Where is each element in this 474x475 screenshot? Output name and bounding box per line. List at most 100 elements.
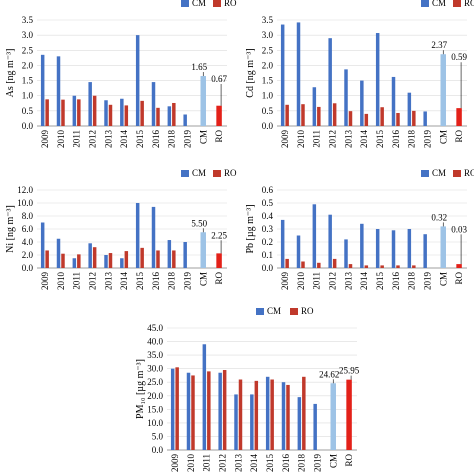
ni-bar-cm <box>151 206 156 268</box>
as-xtick-label: 2018 <box>167 130 177 149</box>
pb-legend-label-ro: RO <box>464 168 474 178</box>
as-legend-label-ro: RO <box>224 0 237 8</box>
cd-bar-ro <box>285 104 289 126</box>
ni-xtick-label: 2012 <box>87 272 97 290</box>
pm10-bar-cm <box>265 376 270 450</box>
cd-xtick-label: 2012 <box>327 130 337 148</box>
cd-bar-ro <box>380 107 384 126</box>
as-legend-label-cm: CM <box>192 0 206 8</box>
chart-ni: 0.0 2.0 4.0 6.0 8.0 10.0 12.0Ni [ng m⁻³] 2009 20… <box>5 168 237 290</box>
ni-ytick-label: 4.0 <box>22 237 34 247</box>
pm10-bar-ro <box>222 370 227 450</box>
cd-xtick-label: 2018 <box>407 130 417 149</box>
ni-bar-cm <box>72 258 77 268</box>
cd-bar-cm <box>360 80 364 126</box>
cd-bar-ro <box>396 112 400 126</box>
ni-ytick-label: 6.0 <box>22 224 34 234</box>
pm10-ytick-label: 20.0 <box>147 391 163 401</box>
ni-ytick-label: 0.0 <box>22 263 34 273</box>
ni-ytick-label: 8.0 <box>22 211 34 221</box>
ni-xtick-label: 2013 <box>103 272 113 291</box>
cd-mean-label-ro: 0.59 <box>451 52 467 62</box>
cd-ytick-label: 3.5 <box>262 15 274 25</box>
as-bar-ro <box>172 102 176 126</box>
pm10-ytick-label: 35.0 <box>147 350 163 360</box>
cd-mean-label-cm: 2.37 <box>431 40 447 50</box>
pm10-bar-ro <box>175 367 179 450</box>
ni-xtick-label: 2018 <box>167 272 177 291</box>
pm10-bar-cm <box>170 368 175 450</box>
pb-bar-cm <box>423 234 427 268</box>
as-bar-cm <box>104 100 108 126</box>
ni-bar-cm <box>56 238 61 268</box>
pm10-ytick-label: 15.0 <box>147 404 163 414</box>
pb-ytick-label: 0.0 <box>262 263 274 273</box>
pb-bar-cm <box>375 229 380 268</box>
ni-legend-label-ro: RO <box>224 168 237 178</box>
pm10-bar-cm <box>234 394 238 450</box>
ni-bar-mean-ro <box>216 253 222 268</box>
pm10-legend-label-ro: RO <box>301 306 314 316</box>
cd-bar-cm <box>375 33 380 126</box>
cd-legend-swatch-ro <box>453 0 461 7</box>
as-bar-cm <box>120 98 124 126</box>
pb-xtick-label: 2016 <box>391 272 401 291</box>
pb-bar-cm <box>296 235 301 268</box>
pm10-legend-swatch-cm <box>256 308 264 315</box>
cd-ytick-label: 0.5 <box>262 106 274 116</box>
ni-y-axis-label: Ni [ng m⁻³] <box>5 205 16 253</box>
pm10-bar-cm <box>218 372 222 450</box>
pm10-ytick-label: 45.0 <box>147 323 163 333</box>
as-bar-cm <box>151 82 156 126</box>
pm10-bar-ro <box>286 384 290 450</box>
cd-y-axis-label: Cd [ng m⁻³] <box>245 48 256 97</box>
as-y-axis-label: As [ng m⁻³] <box>5 49 16 98</box>
pb-ytick-label: 0.5 <box>262 198 274 208</box>
as-xtick-label: CM <box>198 130 208 144</box>
pb-xtick-label: 2014 <box>359 272 369 291</box>
pm10-bar-cm <box>202 344 207 450</box>
pm10-bar-mean-ro <box>346 379 352 450</box>
pb-bar-ro <box>396 265 400 268</box>
as-legend-swatch-cm <box>181 0 189 7</box>
pm10-xtick-label: 2009 <box>170 454 180 473</box>
cd-ytick-label: 2.0 <box>262 60 274 70</box>
pb-bar-ro <box>348 264 353 268</box>
as-bar-ro <box>45 99 49 126</box>
pm10-bar-cm <box>297 397 302 450</box>
ni-xtick-label: 2019 <box>182 272 192 291</box>
as-bar-cm <box>40 54 45 127</box>
as-xtick-label: 2019 <box>182 130 192 149</box>
ni-mean-label-ro: 2.25 <box>211 230 227 240</box>
pb-xtick-label: 2019 <box>422 272 432 291</box>
pb-bar-cm <box>280 219 285 268</box>
pm10-mean-label-ro: 25.95 <box>339 366 360 376</box>
ni-bar-ro <box>156 250 160 268</box>
pb-bar-cm <box>407 229 412 268</box>
pb-bar-ro <box>301 261 305 268</box>
pb-bar-ro <box>317 262 321 268</box>
pm10-ytick-label: 30.0 <box>147 364 163 374</box>
pm10-ytick-label: 25.0 <box>147 377 163 387</box>
as-xtick-label: 2011 <box>72 130 82 148</box>
ni-legend-label-cm: CM <box>192 168 206 178</box>
cd-ytick-label: 1.5 <box>262 76 274 86</box>
ni-bar-ro <box>45 250 49 268</box>
ni-bar-ro <box>124 251 129 268</box>
as-bar-cm <box>167 106 172 126</box>
as-ytick-label: 3.0 <box>22 30 34 40</box>
ni-xtick-label: 2016 <box>151 272 161 291</box>
chart-as: 0.0 0.5 1.0 1.5 2.0 2.5 3.0 3.5 As [ng m⁻³] 2009 2… <box>5 0 237 148</box>
pb-bar-cm <box>312 204 317 268</box>
cd-legend-swatch-cm <box>421 0 429 7</box>
pm10-bar-ro <box>238 379 243 450</box>
pb-legend-swatch-cm <box>421 170 429 177</box>
pb-ytick-label: 0.1 <box>262 250 273 260</box>
as-bar-mean-cm <box>200 76 206 126</box>
ni-ytick-label: 2.0 <box>22 250 34 260</box>
pm10-ytick-label: 10.0 <box>147 418 163 428</box>
pm10-bar-ro <box>270 379 274 450</box>
as-ytick-label: 1.5 <box>22 76 34 86</box>
pb-bar-mean-ro <box>456 264 462 268</box>
cd-bar-mean-cm <box>440 54 446 127</box>
